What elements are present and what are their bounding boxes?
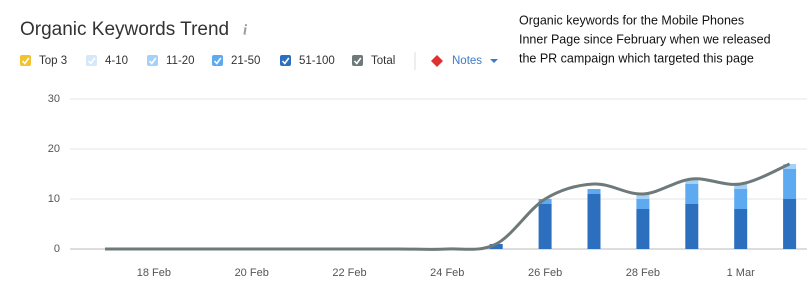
legend-check xyxy=(353,57,362,65)
bar-segment xyxy=(734,209,748,249)
legend-check xyxy=(148,57,157,65)
info-icon[interactable]: i xyxy=(243,22,248,38)
bar-segment xyxy=(783,199,797,249)
legend-checkbox[interactable] xyxy=(86,55,97,66)
annotation-line: the PR campaign which targeted this page xyxy=(519,51,754,65)
y-tick-label: 30 xyxy=(48,93,60,105)
bar-segment xyxy=(489,244,503,249)
legend-check xyxy=(21,57,30,65)
legend-checkbox[interactable] xyxy=(20,55,31,66)
x-tick-label: 26 Feb xyxy=(528,267,562,279)
notes-icon[interactable] xyxy=(431,55,443,67)
bar-segment xyxy=(538,199,552,204)
bar-segment xyxy=(587,189,601,194)
bar-segment xyxy=(636,194,650,199)
legend-check xyxy=(281,57,290,65)
legend-check xyxy=(87,57,96,65)
bar-segment xyxy=(538,204,552,249)
x-tick-label: 20 Feb xyxy=(235,267,269,279)
legend-checkbox[interactable] xyxy=(280,55,291,66)
x-tick-label: 24 Feb xyxy=(430,267,464,279)
legend-checkbox[interactable] xyxy=(352,55,363,66)
bar-segment xyxy=(734,189,748,209)
x-tick-label: 1 Mar xyxy=(727,267,755,279)
bar-segment xyxy=(685,204,699,249)
bar-segment xyxy=(636,209,650,249)
legend-label[interactable]: Total xyxy=(371,55,395,67)
notes-label[interactable]: Notes xyxy=(452,55,482,67)
x-tick-label: 22 Feb xyxy=(332,267,366,279)
bar-segment xyxy=(783,164,797,169)
x-tick-label: 28 Feb xyxy=(626,267,660,279)
bar-segment xyxy=(636,199,650,209)
bar-segment xyxy=(734,184,748,189)
annotation-line: Inner Page since February when we releas… xyxy=(519,32,771,46)
legend-label[interactable]: Top 3 xyxy=(39,55,67,67)
legend-label[interactable]: 11-20 xyxy=(166,55,195,67)
legend-checkbox[interactable] xyxy=(147,55,158,66)
x-tick-label: 18 Feb xyxy=(137,267,171,279)
total-line xyxy=(105,162,791,251)
y-tick-label: 10 xyxy=(48,193,60,205)
notes-arrow[interactable] xyxy=(490,59,498,63)
legend-label[interactable]: 4-10 xyxy=(105,55,128,67)
bar-segment xyxy=(685,184,699,204)
y-tick-label: 0 xyxy=(54,243,60,255)
legend-check xyxy=(213,57,222,65)
bar-segment xyxy=(783,169,797,199)
y-tick-label: 20 xyxy=(48,143,60,155)
chart-title: Organic Keywords Trend xyxy=(20,19,229,40)
legend-label[interactable]: 51-100 xyxy=(299,55,335,67)
annotation-line: Organic keywords for the Mobile Phones xyxy=(519,13,744,27)
legend-checkbox[interactable] xyxy=(212,55,223,66)
bar-segment xyxy=(685,179,699,184)
legend-label[interactable]: 21-50 xyxy=(231,55,260,67)
bar-segment xyxy=(587,194,601,249)
